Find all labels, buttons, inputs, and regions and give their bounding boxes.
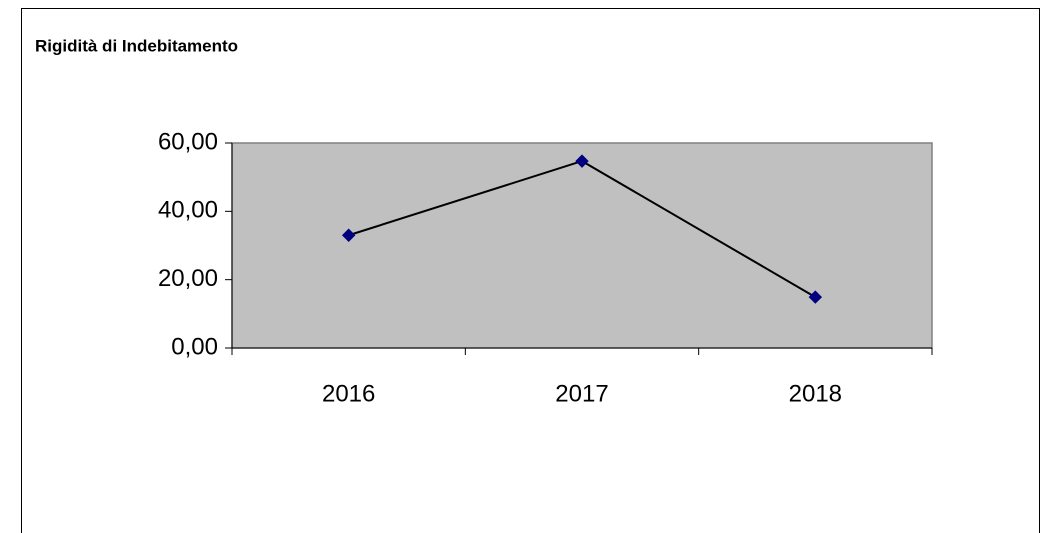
x-tick-label: 2016 [322, 380, 375, 407]
point-marker [808, 290, 823, 304]
x-tick-label: 2017 [555, 380, 608, 407]
point-marker [575, 154, 589, 168]
point-marker [341, 228, 356, 242]
y-tick-label: 60,00 [158, 128, 218, 155]
y-tick-label: 20,00 [158, 265, 218, 292]
y-tick-label: 0,00 [171, 333, 218, 360]
y-tick-label: 40,00 [158, 197, 218, 224]
x-tick-label: 2018 [789, 380, 842, 407]
plot-area [231, 142, 933, 349]
chart-title: Rigidità di Indebitamento [35, 36, 238, 55]
